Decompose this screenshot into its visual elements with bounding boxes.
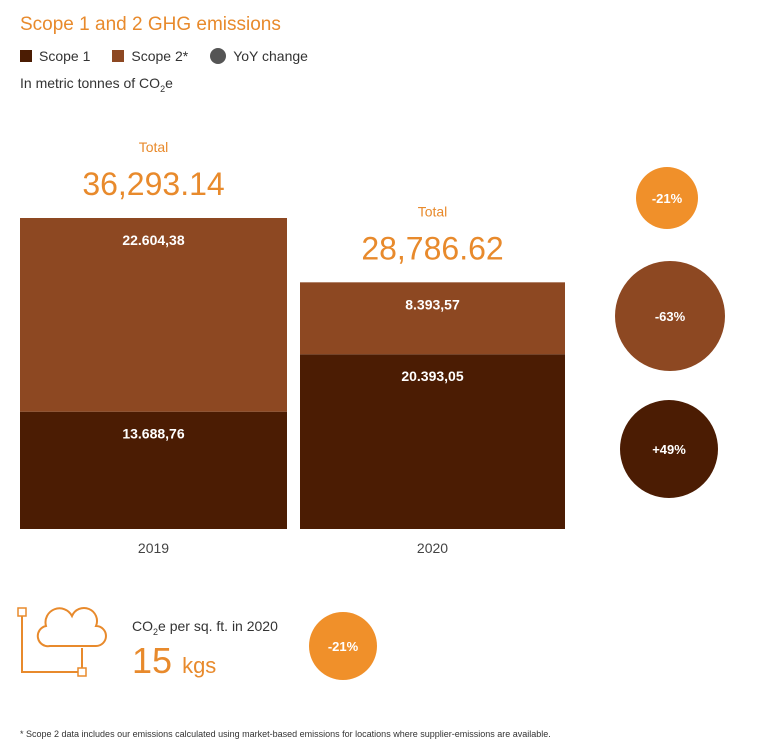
data-label-2020-scope1: 20.393,05 xyxy=(401,368,463,384)
category-label-2019: 2019 xyxy=(138,540,169,556)
cloud-icon-node-top xyxy=(17,607,27,617)
footnote: * Scope 2 data includes our emissions ca… xyxy=(20,729,551,739)
intensity-label-suffix: e per sq. ft. in 2020 xyxy=(158,618,278,634)
yoy-label-total: -21% xyxy=(652,191,683,206)
intensity-label-prefix: CO xyxy=(132,618,153,634)
unit-prefix: In metric tonnes of CO xyxy=(20,75,161,91)
bar-2019-scope2 xyxy=(20,218,287,412)
total-value-2020: 28,786.62 xyxy=(361,230,503,266)
yoy-bubble-total xyxy=(636,167,698,229)
legend: Scope 1 Scope 2* YoY change xyxy=(20,48,330,64)
intensity-change-bubble xyxy=(309,612,377,680)
legend-swatch-scope2 xyxy=(112,50,125,62)
data-label-2019-scope2: 22.604,38 xyxy=(122,232,184,248)
data-label-2020-scope2: 8.393,57 xyxy=(405,296,460,312)
intensity-change-label: -21% xyxy=(328,639,359,654)
cloud-icon-frame xyxy=(21,612,82,673)
legend-item-scope1: Scope 1 xyxy=(20,48,90,64)
legend-swatch-yoy xyxy=(210,48,227,64)
category-label-2020: 2020 xyxy=(417,540,448,556)
bar-2020-scope2 xyxy=(300,282,565,355)
legend-item-yoy: YoY change xyxy=(210,48,308,64)
legend-swatch-scope1 xyxy=(20,50,32,62)
unit-sub: 2 xyxy=(160,83,166,94)
total-label-2019: Total xyxy=(139,139,169,155)
yoy-bubble-scope2 xyxy=(615,261,725,371)
yoy-bubble-scope1 xyxy=(620,400,718,498)
legend-label-yoy: YoY change xyxy=(233,48,308,64)
intensity-unit: kgs xyxy=(182,653,217,678)
total-value-2019: 36,293.14 xyxy=(82,166,224,202)
chart-title: Scope 1 and 2 GHG emissions xyxy=(20,14,281,35)
unit-label: In metric tonnes of CO2e xyxy=(20,75,173,94)
yoy-label-scope1: +49% xyxy=(652,442,686,457)
legend-label-scope1: Scope 1 xyxy=(39,48,91,64)
intensity-label-sub: 2 xyxy=(153,626,159,637)
bar-2020-scope1 xyxy=(300,354,565,529)
unit-suffix: e xyxy=(165,75,173,91)
total-label-2020: Total xyxy=(418,203,448,219)
yoy-label-scope2: -63% xyxy=(655,309,686,324)
intensity-number: 15 xyxy=(132,640,173,681)
cloud-icon-node-bottom xyxy=(77,667,87,677)
legend-label-scope2: Scope 2* xyxy=(131,48,189,64)
cloud-icon xyxy=(36,607,107,648)
intensity-label: CO2e per sq. ft. in 2020 xyxy=(132,618,278,637)
bar-2019-scope1 xyxy=(20,411,287,529)
data-label-2019-scope1: 13.688,76 xyxy=(122,426,184,442)
intensity-value: 15 kgs xyxy=(132,640,216,682)
legend-item-scope2: Scope 2* xyxy=(112,48,188,64)
